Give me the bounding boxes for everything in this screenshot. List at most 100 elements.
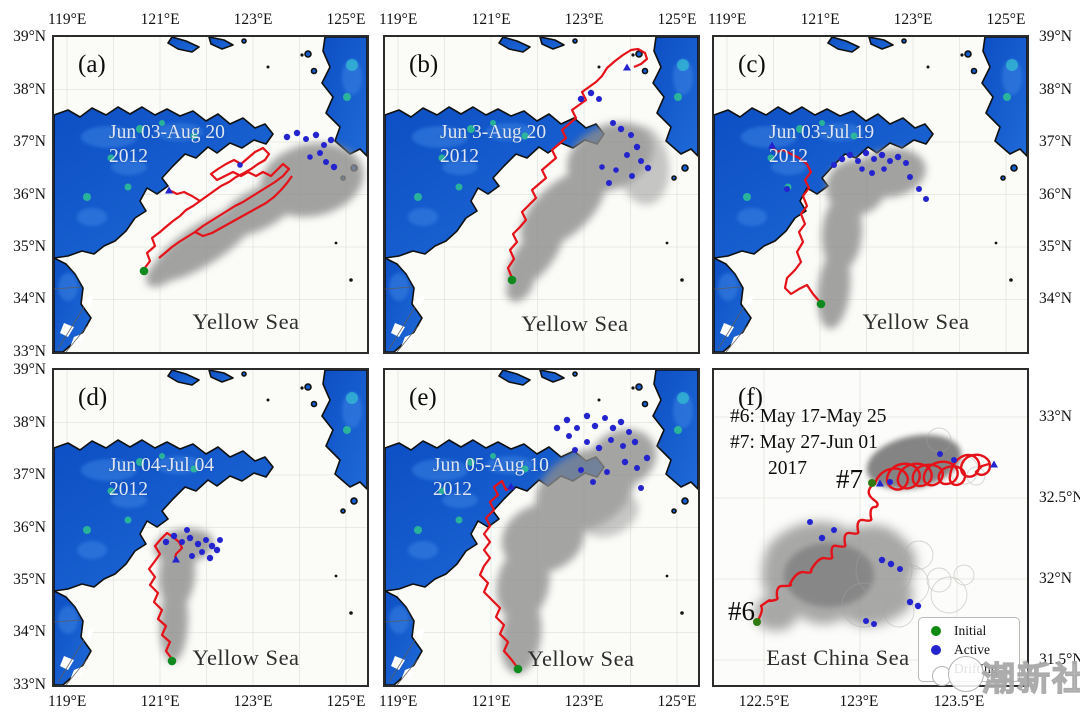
lon-axis-top: 119°E 121°E 123°E 125°E [48, 11, 367, 29]
lat-tick-label: 34°N [13, 290, 46, 308]
lon-tick-label: 125°E [657, 693, 697, 710]
legend-label: Initial [954, 623, 987, 638]
lat-tick-label: 38°N [13, 80, 46, 98]
lat-tick-label: 34°N [13, 623, 46, 641]
initial-marker [507, 275, 517, 285]
lat-axis-left: 39°N 38°N 37°N 36°N 35°N 34°N 33°N [0, 361, 50, 693]
lon-tick-label: 122.5°E [738, 693, 790, 710]
lat-tick-label: 39°N [13, 28, 46, 45]
lat-tick-label: 33°N [13, 676, 46, 693]
panel-label: (d) [78, 384, 108, 411]
lon-tick-label: 123.5°E [933, 693, 985, 710]
map-panel-f: (f) #6: May 17-May 25 #7: May 27-Jun 01 … [712, 368, 1080, 710]
legend-label: Active [954, 642, 990, 657]
lat-axis-right: 33°N 32.5°N 32°N 31.5°N [1035, 370, 1080, 685]
initial-markers [753, 479, 876, 626]
lon-tick-label: 119°E [378, 693, 418, 710]
lat-tick-label: 39°N [13, 361, 46, 378]
watermark-logo-icon [948, 656, 984, 692]
point-label-7: #7 [836, 464, 863, 494]
panel-label: (a) [78, 51, 106, 78]
lon-axis-bottom: 119°E 121°E 123°E 125°E [379, 693, 698, 711]
initial-marker [139, 266, 149, 276]
sea-label: East China Sea [766, 645, 910, 670]
active-markers [162, 527, 223, 563]
lat-tick-label: 36°N [13, 518, 46, 536]
active-markers [507, 412, 651, 491]
lon-axis-top: 119°E 121°E 123°E 125°E [708, 11, 1027, 29]
active-markers [577, 63, 652, 186]
date-annotation: Jun 05-Aug 10 2012 [433, 455, 549, 500]
particle-cloud [146, 143, 364, 287]
sea-label: Yellow Sea [862, 309, 970, 334]
panel-label: (c) [738, 51, 766, 78]
lat-tick-label: 35°N [1039, 238, 1072, 255]
map-panel-e: (e) Jun 05-Aug 10 2012 Yellow Sea 119°E 1… [379, 368, 700, 710]
lon-tick-label: 123°E [893, 11, 933, 28]
map-panel-b: (b) Jun 3-Aug 20 2012 Yellow Sea 119°E 12… [379, 11, 700, 354]
panel-label: (f) [738, 384, 763, 411]
map-canvas-b [385, 37, 698, 352]
initial-marker-icon [927, 625, 945, 637]
map-panel-a: (a) Jun 03-Aug 20 2012 Yellow Sea 119°E 1… [13, 11, 369, 360]
legend-item-active: Active [927, 642, 1013, 658]
active-markers [165, 129, 338, 194]
lon-tick-label: 125°E [326, 11, 366, 28]
map-canvas-d [54, 370, 367, 685]
sea-label: Yellow Sea [521, 311, 629, 336]
lon-tick-label: 121°E [471, 693, 511, 710]
date-annotation: Jun 03-Jul 19 2012 [769, 122, 875, 167]
date-annotation: Jun 04-Jul 04 2012 [109, 455, 215, 500]
drifter-track [143, 146, 293, 270]
lat-tick-label: 33°N [1039, 407, 1072, 425]
active-markers [807, 451, 998, 627]
lon-tick-label: 121°E [471, 11, 511, 28]
lon-axis-bottom: 119°E 121°E 123°E 125°E [48, 693, 367, 711]
lat-tick-label: 32.5°N [1039, 488, 1080, 506]
drifter-track [506, 47, 649, 279]
legend-item-initial: Initial [927, 623, 1013, 639]
sea-label: Yellow Sea [192, 309, 300, 334]
map-panel-c: (c) Jun 03-Jul 19 2012 Yellow Sea 119°E 1… [708, 11, 1072, 354]
drifter-track [755, 453, 992, 624]
map-canvas-c [714, 37, 1027, 352]
drifter-track [478, 479, 518, 668]
particle-cloud [154, 528, 214, 662]
lon-tick-label: 123°E [564, 11, 604, 28]
lat-tick-label: 36°N [1039, 185, 1072, 203]
lat-tick-label: 35°N [13, 238, 46, 255]
initial-marker [513, 664, 523, 674]
lon-tick-label: 123°E [233, 693, 273, 710]
drifter-track [772, 147, 821, 303]
map-canvas-f [714, 370, 1027, 685]
lat-tick-label: 37°N [1039, 132, 1072, 150]
watermark-text: 潮新社 [981, 659, 1080, 697]
lon-tick-label: 125°E [986, 11, 1026, 28]
lat-tick-label: 37°N [13, 132, 46, 150]
lon-tick-label: 123°E [564, 693, 604, 710]
sea-label: Yellow Sea [527, 646, 635, 671]
map-panel-d: (d) Jun 04-Jul 04 2012 Yellow Sea 39°N 38… [13, 361, 369, 710]
point-label-6: #6 [728, 596, 755, 626]
lon-tick-label: 121°E [800, 11, 840, 28]
lon-tick-label: 123°E [839, 693, 879, 710]
lat-tick-label: 38°N [13, 413, 46, 431]
lat-axis-right: 39°N 38°N 37°N 36°N 35°N 34°N [1035, 28, 1080, 352]
lat-tick-label: 38°N [1039, 80, 1072, 98]
lat-tick-label: 31.5°N [1039, 651, 1080, 669]
lat-tick-label: 37°N [13, 465, 46, 483]
lon-tick-label: 121°E [140, 693, 180, 710]
deployment-annotation: #6: May 17-May 25 #7: May 27-Jun 01 2017 [730, 406, 887, 479]
lon-tick-label: 123°E [233, 11, 273, 28]
lon-tick-label: 119°E [47, 11, 87, 28]
map-canvas-a [54, 37, 367, 352]
active-markers [768, 141, 929, 202]
panel-label: (e) [409, 384, 437, 411]
lat-tick-label: 36°N [13, 185, 46, 203]
lon-axis-top: 119°E 121°E 123°E 125°E [379, 11, 698, 29]
sea-label: Yellow Sea [192, 645, 300, 670]
watermark: 潮新社 [930, 644, 1080, 698]
lat-axis-left: 39°N 38°N 37°N 36°N 35°N 34°N 33°N [0, 28, 50, 360]
lat-tick-label: 39°N [1039, 28, 1072, 45]
